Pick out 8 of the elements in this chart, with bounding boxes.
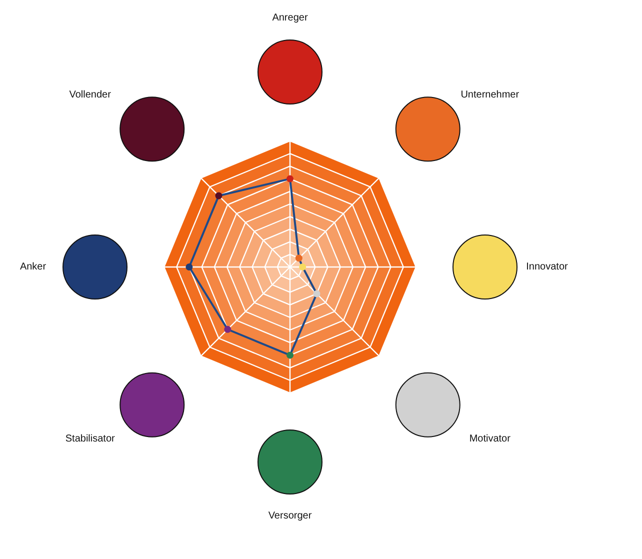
- spoke-label: Innovator: [526, 262, 569, 272]
- spoke-label: Vollender: [69, 90, 112, 101]
- spoke-label: Anreger: [272, 12, 308, 24]
- spoke-label: Unternehmer: [460, 90, 520, 101]
- spoke-label: Stabilisator: [65, 433, 116, 444]
- spoke-label: Anker: [20, 262, 47, 272]
- spoke-label: Motivator: [469, 433, 512, 444]
- spoke-label: Versorger: [268, 510, 312, 522]
